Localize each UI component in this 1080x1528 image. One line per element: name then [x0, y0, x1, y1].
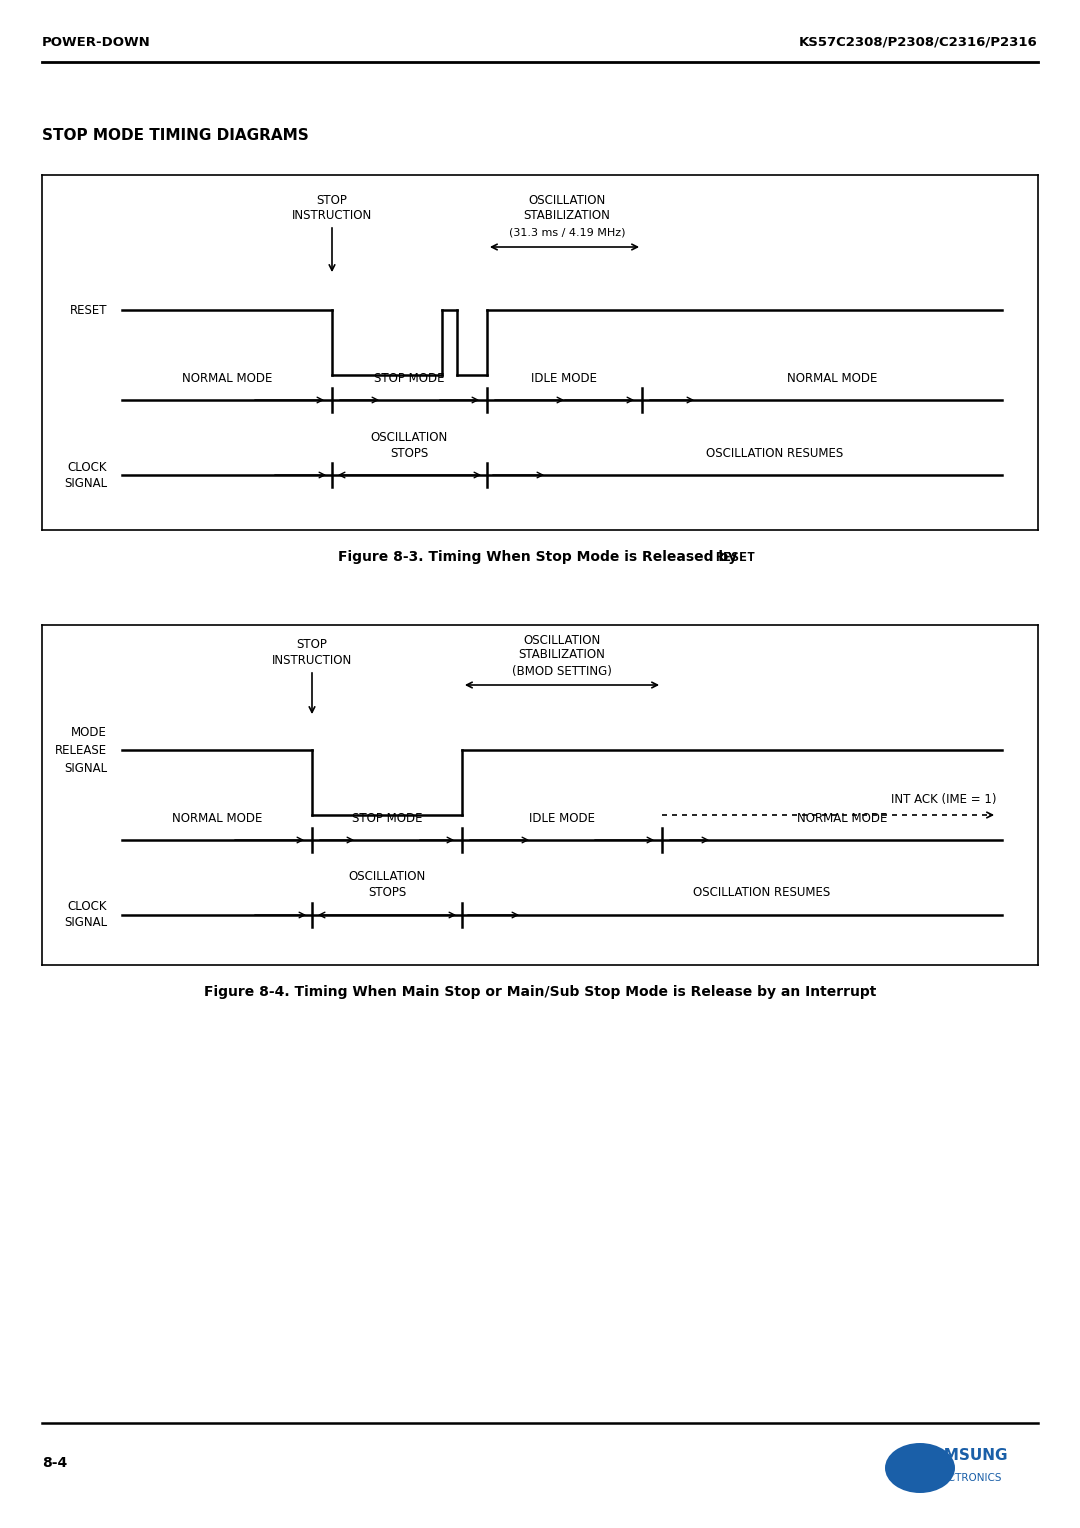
Text: STOPS: STOPS — [390, 446, 429, 460]
Text: SAMSUNG: SAMSUNG — [921, 1447, 1009, 1462]
Text: Figure 8-4. Timing When Main Stop or Main/Sub Stop Mode is Release by an Interru: Figure 8-4. Timing When Main Stop or Mai… — [204, 986, 876, 999]
Text: NORMAL MODE: NORMAL MODE — [181, 371, 272, 385]
Text: NORMAL MODE: NORMAL MODE — [787, 371, 877, 385]
Text: SIGNAL: SIGNAL — [64, 917, 107, 929]
Text: ELECTRONICS: ELECTRONICS — [929, 1473, 1001, 1484]
Text: INSTRUCTION: INSTRUCTION — [272, 654, 352, 666]
Text: KS57C2308/P2308/C2316/P2316: KS57C2308/P2308/C2316/P2316 — [799, 35, 1038, 49]
Text: STABILIZATION: STABILIZATION — [518, 648, 606, 662]
Text: OSCILLATION: OSCILLATION — [349, 871, 426, 883]
Text: IDLE MODE: IDLE MODE — [531, 371, 597, 385]
Text: OSCILLATION: OSCILLATION — [370, 431, 448, 443]
Text: NORMAL MODE: NORMAL MODE — [172, 811, 262, 825]
Text: STOPS: STOPS — [368, 886, 406, 900]
Text: NORMAL MODE: NORMAL MODE — [797, 811, 887, 825]
Text: RELEASE: RELEASE — [55, 744, 107, 756]
Text: CLOCK: CLOCK — [67, 900, 107, 914]
Text: OSCILLATION RESUMES: OSCILLATION RESUMES — [693, 886, 831, 900]
Text: INSTRUCTION: INSTRUCTION — [292, 208, 373, 222]
Text: (BMOD SETTING): (BMOD SETTING) — [512, 666, 612, 678]
Text: Figure 8-3. Timing When Stop Mode is Released by: Figure 8-3. Timing When Stop Mode is Rel… — [338, 550, 742, 564]
Text: STOP MODE: STOP MODE — [375, 371, 445, 385]
Text: STOP: STOP — [316, 194, 348, 206]
Text: RESET: RESET — [715, 552, 755, 564]
Text: STABILIZATION: STABILIZATION — [524, 208, 610, 222]
Text: RESET: RESET — [69, 304, 107, 316]
Text: SIGNAL: SIGNAL — [64, 761, 107, 775]
Text: STOP MODE TIMING DIAGRAMS: STOP MODE TIMING DIAGRAMS — [42, 127, 309, 142]
Text: OSCILLATION: OSCILLATION — [524, 634, 600, 646]
Text: INT ACK (IME = 1): INT ACK (IME = 1) — [891, 793, 997, 807]
Text: OSCILLATION RESUMES: OSCILLATION RESUMES — [706, 446, 843, 460]
Ellipse shape — [885, 1442, 955, 1493]
Text: SIGNAL: SIGNAL — [64, 477, 107, 489]
Text: OSCILLATION: OSCILLATION — [528, 194, 606, 206]
Text: STOP: STOP — [297, 639, 327, 651]
Text: IDLE MODE: IDLE MODE — [529, 811, 595, 825]
Text: CLOCK: CLOCK — [67, 460, 107, 474]
Text: STOP MODE: STOP MODE — [352, 811, 422, 825]
Text: MODE: MODE — [71, 726, 107, 738]
Text: (31.3 ms / 4.19 MHz): (31.3 ms / 4.19 MHz) — [509, 228, 625, 237]
Text: POWER-DOWN: POWER-DOWN — [42, 35, 151, 49]
Text: 8-4: 8-4 — [42, 1456, 67, 1470]
